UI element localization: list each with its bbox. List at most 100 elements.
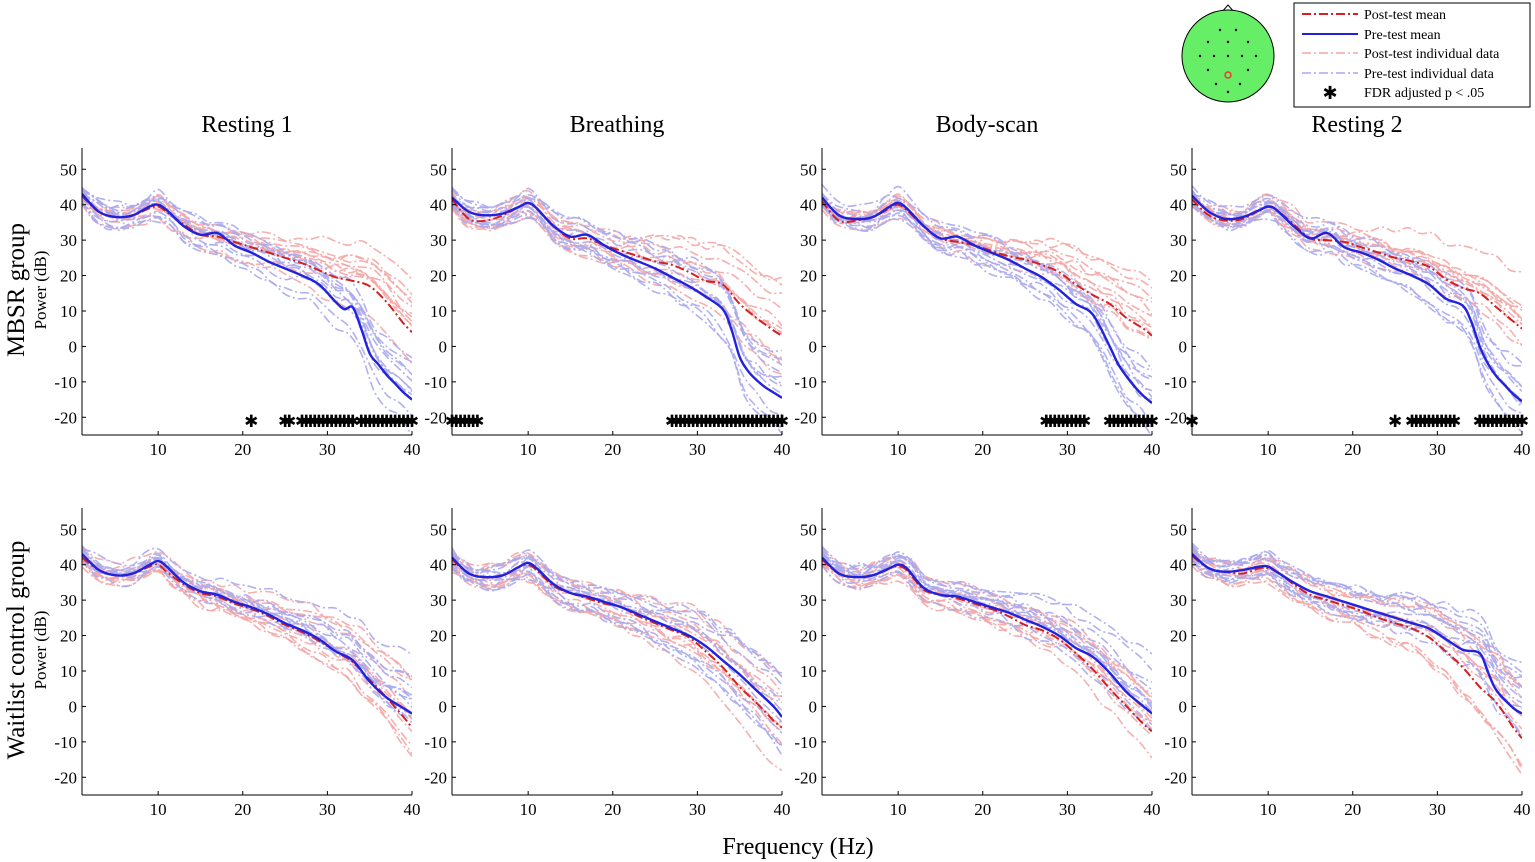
post-test-mean-line: [82, 556, 412, 729]
post-individual-trace: [1192, 203, 1522, 311]
pre-individual-trace: [82, 187, 412, 375]
x-tick-label: 10: [150, 800, 167, 819]
pre-individual-trace: [822, 553, 1152, 704]
x-tick-label: 20: [1344, 800, 1361, 819]
pre-individual-trace: [452, 558, 782, 748]
significance-marker: ✱: [1145, 412, 1159, 432]
pre-individual-trace: [1192, 191, 1522, 364]
pre-individual-trace: [1192, 556, 1522, 739]
significance-marker: ✱: [1103, 412, 1117, 432]
y-tick-label: -10: [1164, 373, 1187, 392]
y-tick-label: 30: [800, 591, 817, 610]
panel-1-2: ✱✱✱✱✱✱✱ ✱✱✱✱✱✱✱✱✱✱✱✱✱✱✱✱✱✱✱✱✱✱✱✱✱✱✱-20-10…: [424, 148, 791, 459]
post-individual-trace: [452, 565, 782, 698]
panel-2-4: -20 -10 0 10 20 30 40 50 10 20 30 40: [1164, 508, 1531, 819]
significance-marker: ✱: [405, 412, 419, 432]
x-tick-label: 40: [1144, 800, 1161, 819]
x-tick-label: 10: [890, 440, 907, 459]
significance-marker: ✱: [278, 412, 292, 432]
pre-individual-trace: [1192, 547, 1522, 674]
significance-marker: ✱: [1115, 412, 1129, 432]
electrode-dot: [1198, 54, 1202, 58]
electrode-dot: [1206, 40, 1210, 44]
post-test-mean-line: [1192, 555, 1522, 739]
significance-marker: ✱: [324, 412, 338, 432]
x-tick-label: 40: [404, 440, 421, 459]
pre-individual-trace: [1192, 559, 1522, 736]
x-tick-label: 30: [1429, 800, 1446, 819]
pre-individual-trace: [82, 192, 412, 391]
y-tick-label: -20: [794, 408, 817, 427]
post-individual-trace: [82, 566, 412, 720]
significance-marker: ✱: [1405, 412, 1419, 432]
significance-marker: ✱: [379, 412, 393, 432]
column-title-resting-2: Resting 2: [1311, 112, 1402, 138]
pre-individual-trace: [452, 201, 782, 386]
post-individual-trace: [82, 559, 412, 732]
pre-individual-trace: [1192, 549, 1522, 699]
pre-individual-trace: [822, 560, 1152, 709]
significance-marker: ✱: [1511, 412, 1525, 432]
significance-marker: ✱: [1128, 412, 1142, 432]
pre-test-mean-line: [82, 193, 412, 401]
significance-marker: ✱: [1494, 412, 1508, 432]
y-tick-label: 50: [430, 520, 447, 539]
significance-marker: ✱: [1052, 412, 1066, 432]
pre-individual-trace: [82, 556, 412, 678]
significance-marker: ✱: [1477, 412, 1491, 432]
pre-individual-trace: [822, 193, 1152, 398]
panel-lines: [452, 547, 782, 772]
significance-marker: ✱: [367, 412, 381, 432]
electrode-dot: [1246, 40, 1250, 44]
electrode-dots: [1198, 28, 1258, 94]
significance-marker: ✱: [724, 412, 738, 432]
post-individual-trace: [452, 190, 782, 281]
y-tick-label: 30: [60, 591, 77, 610]
x-tick-label: 30: [689, 440, 706, 459]
significance-marker: ✱: [1502, 412, 1516, 432]
post-individual-trace: [452, 550, 782, 677]
electrode-dot: [1246, 68, 1250, 72]
y-tick-label: 20: [430, 267, 447, 286]
significance-marker: ✱: [384, 412, 398, 432]
x-tick-label: 10: [150, 440, 167, 459]
x-tick-label: 30: [1059, 800, 1076, 819]
significance-marker: ✱: [1485, 412, 1499, 432]
pre-individual-trace: [1192, 559, 1522, 704]
pre-individual-trace: [82, 545, 412, 715]
significance-marker: ✱: [1430, 412, 1444, 432]
post-individual-trace: [452, 564, 782, 733]
significance-marker: ✱: [673, 412, 687, 432]
y-tick-label: 0: [69, 697, 78, 716]
electrode-dot: [1226, 54, 1230, 58]
x-tick-label: 40: [774, 440, 791, 459]
y-tick-label: 40: [1170, 196, 1187, 215]
y-tick-label: 10: [430, 662, 447, 681]
panel-2-1: -20 -10 0 10 20 30 40 50 10 20 30 40: [54, 508, 421, 819]
post-individual-trace: [82, 193, 412, 326]
column-title-breathing: Breathing: [570, 112, 665, 138]
post-individual-trace: [82, 550, 412, 680]
row-label-waitlist: Waitlist control group: [3, 541, 30, 760]
significance-marker: ✱: [1119, 412, 1133, 432]
significance-marker: ✱: [1388, 412, 1402, 432]
x-tick-label: 40: [1144, 440, 1161, 459]
significance-marker: ✱: [1124, 412, 1138, 432]
significance-marker: ✱: [1056, 412, 1070, 432]
significance-marker: ✱: [466, 412, 480, 432]
x-tick-label: 30: [1429, 440, 1446, 459]
significance-marker: ✱: [320, 412, 334, 432]
post-test-mean-line: [452, 558, 782, 729]
significance-marker: ✱: [1107, 412, 1121, 432]
electrode-dot: [1218, 28, 1222, 32]
pre-individual-trace: [452, 561, 782, 756]
legend-label-post-mean: Post-test mean: [1364, 8, 1446, 23]
x-tick-label: 10: [520, 440, 537, 459]
significance-marker: ✱: [453, 412, 467, 432]
pre-individual-trace: [822, 201, 1152, 370]
y-tick-label: 10: [800, 662, 817, 681]
significance-marker: ✱: [669, 412, 683, 432]
y-tick-label: 40: [430, 196, 447, 215]
y-tick-label: -10: [1164, 733, 1187, 752]
pre-individual-trace: [452, 551, 782, 678]
